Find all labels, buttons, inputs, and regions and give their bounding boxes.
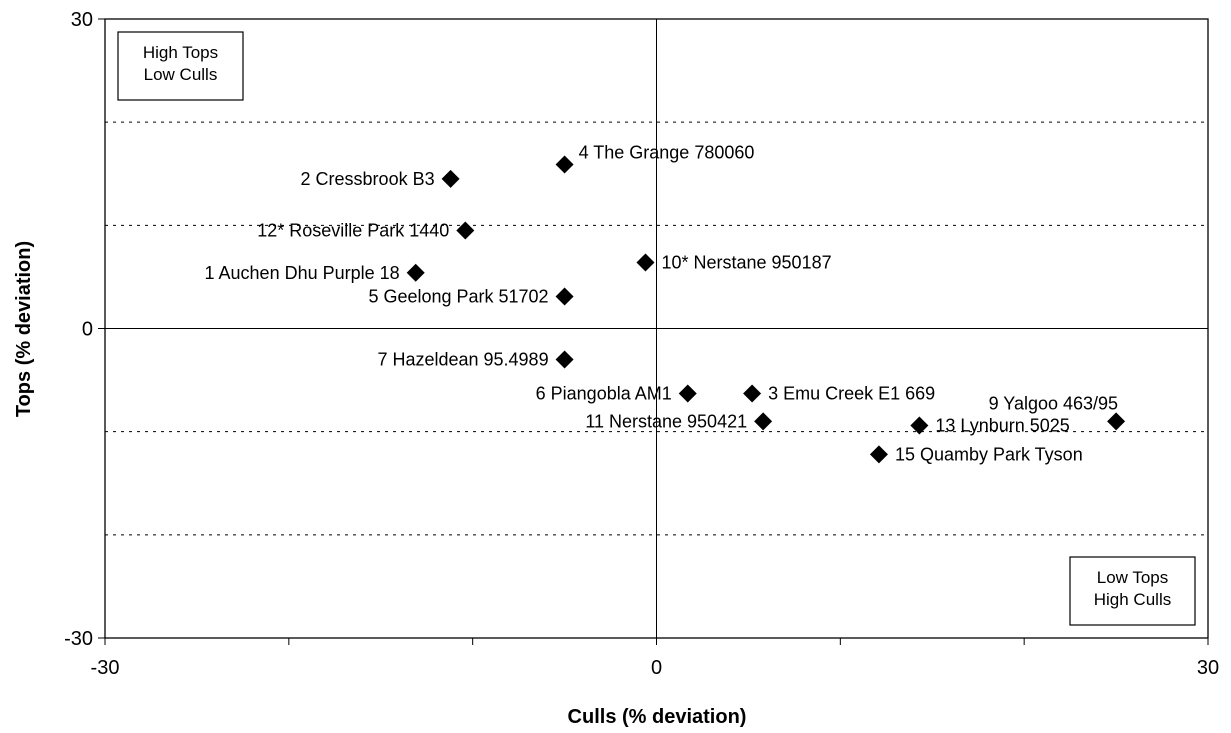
data-point-label: 5 Geelong Park 51702 bbox=[368, 287, 548, 307]
data-point-label: 10* Nerstane 950187 bbox=[661, 252, 831, 272]
y-axis-title: Tops (% deviation) bbox=[13, 241, 35, 417]
data-point-marker bbox=[441, 169, 460, 188]
data-point-marker bbox=[406, 263, 425, 282]
x-tick-label: -30 bbox=[91, 657, 120, 679]
x-tick-label: 30 bbox=[1197, 657, 1219, 679]
x-tick-label: 0 bbox=[651, 657, 662, 679]
y-tick-label: 30 bbox=[71, 9, 93, 31]
data-point-label: 3 Emu Creek E1 669 bbox=[768, 383, 935, 403]
annotation-box bbox=[117, 31, 244, 101]
y-tick-label: 0 bbox=[82, 319, 93, 341]
data-points bbox=[406, 155, 1126, 464]
data-point-label: 12* Roseville Park 1440 bbox=[257, 220, 449, 240]
data-point-marker bbox=[1107, 412, 1126, 431]
data-point-label: 11 Nerstane 950421 bbox=[585, 411, 747, 431]
data-point-marker bbox=[555, 155, 574, 174]
data-point-marker bbox=[555, 287, 574, 306]
data-point-marker bbox=[869, 445, 888, 464]
data-point-label: 6 Piangobla AM1 bbox=[536, 383, 672, 403]
annotation-boxes: High Tops Low Culls Low Tops High Culls bbox=[117, 31, 1196, 626]
annotation-text: Low Tops bbox=[1097, 568, 1169, 587]
point-labels: 1 Auchen Dhu Purple 18 2 Cressbrook B3 3 E… bbox=[205, 142, 1119, 464]
annotation-text: Low Culls bbox=[144, 65, 218, 84]
annotation-box bbox=[1069, 556, 1196, 626]
annotation-text: High Culls bbox=[1094, 590, 1171, 609]
data-point-marker bbox=[555, 350, 574, 369]
data-point-marker bbox=[636, 253, 655, 272]
data-point-marker bbox=[678, 384, 697, 403]
data-point-marker bbox=[910, 416, 929, 435]
data-point-label: 15 Quamby Park Tyson bbox=[895, 444, 1083, 464]
axes bbox=[98, 18, 1209, 645]
data-point-marker bbox=[456, 221, 475, 240]
tick-labels: -30 0 30 30 0 -30 bbox=[64, 9, 1219, 679]
y-tick-label: -30 bbox=[64, 628, 93, 650]
data-point-marker bbox=[754, 412, 773, 431]
data-point-label: 1 Auchen Dhu Purple 18 bbox=[205, 263, 400, 283]
data-point-label: 4 The Grange 780060 bbox=[579, 142, 755, 162]
data-point-label: 2 Cressbrook B3 bbox=[301, 169, 435, 189]
x-axis-title: Culls (% deviation) bbox=[568, 706, 747, 728]
data-point-label: 9 Yalgoo 463/95 bbox=[989, 393, 1118, 413]
data-point-label: 13 Lynburn 5025 bbox=[935, 415, 1069, 435]
data-point-marker bbox=[743, 384, 762, 403]
annotation-text: High Tops bbox=[143, 43, 218, 62]
data-point-label: 7 Hazeldean 95.4989 bbox=[377, 349, 548, 369]
